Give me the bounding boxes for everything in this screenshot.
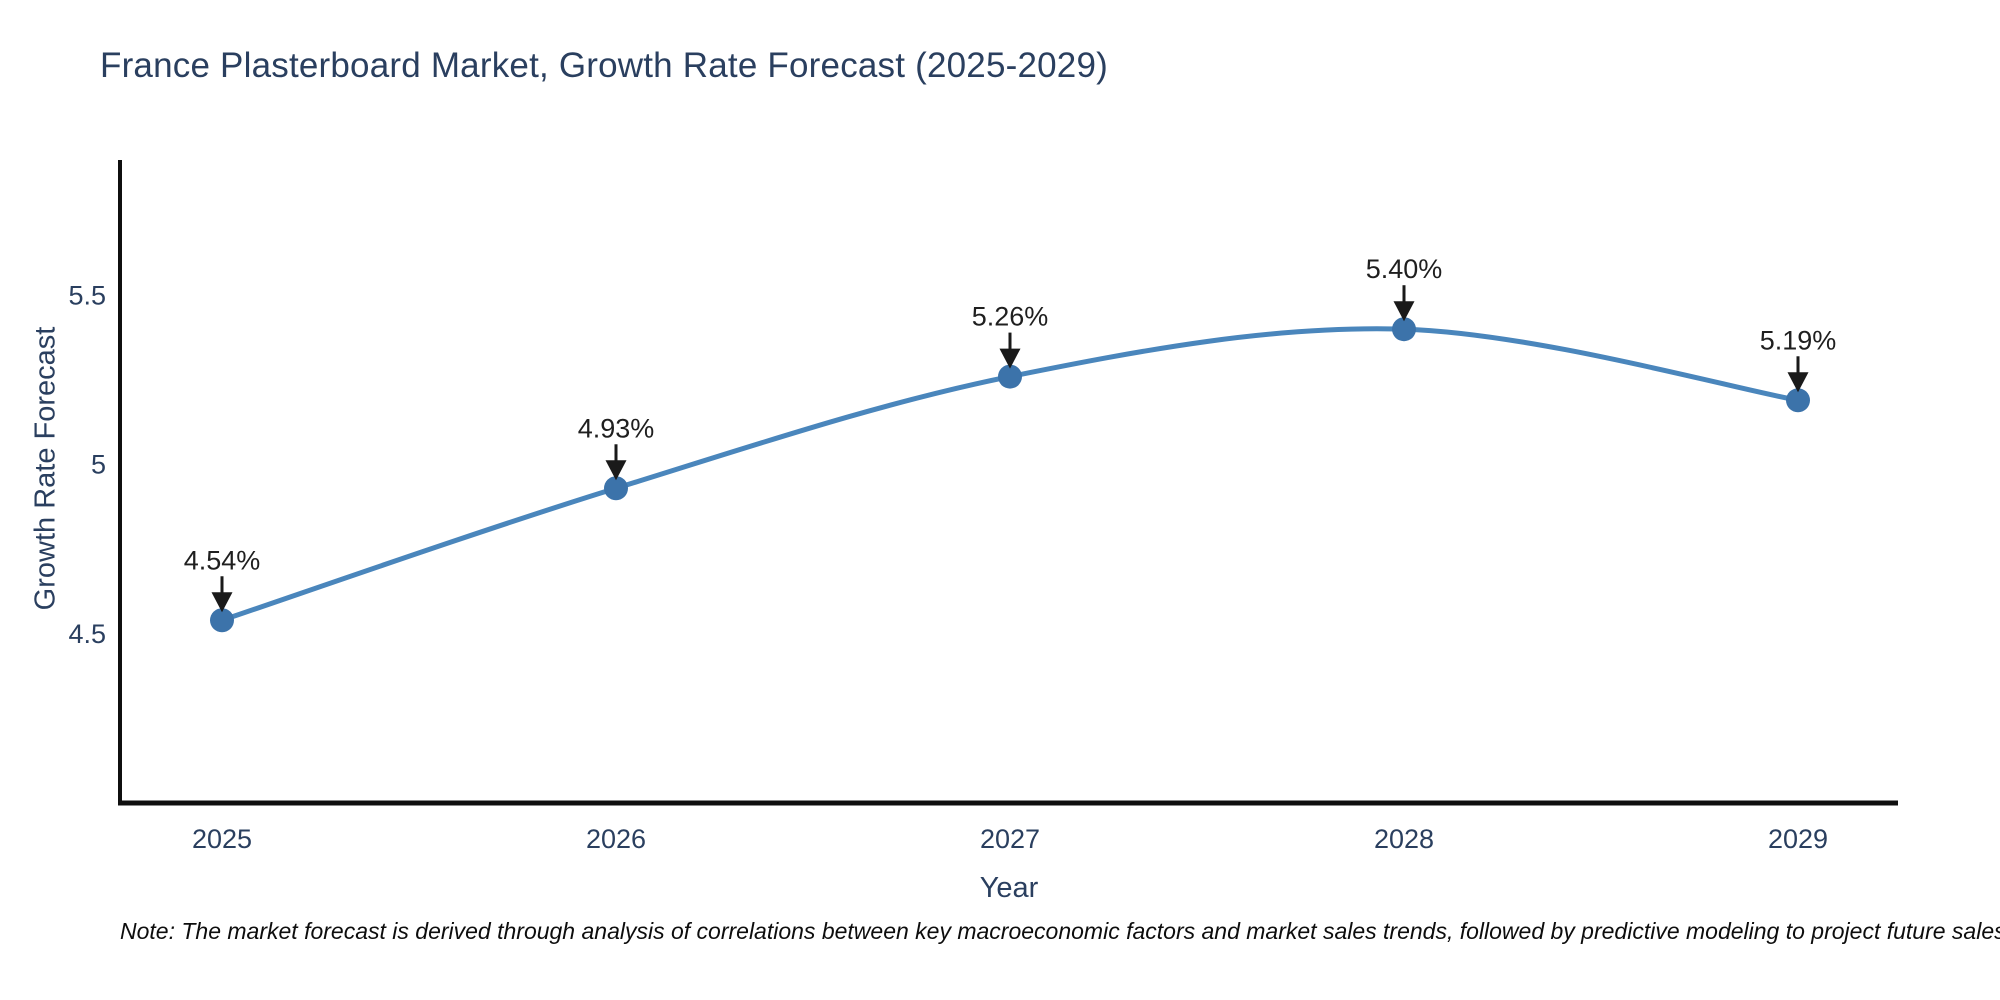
- data-point-label: 5.26%: [972, 302, 1049, 332]
- y-tick-label: 5: [91, 450, 106, 480]
- y-tick-label: 5.5: [68, 280, 106, 310]
- annotation-arrowhead-icon: [1787, 372, 1809, 393]
- x-tick-label: 2029: [1768, 824, 1828, 854]
- y-tick-label: 4.5: [68, 619, 106, 649]
- data-point-marker[interactable]: [998, 364, 1022, 389]
- annotation-arrowhead-icon: [1393, 301, 1415, 322]
- data-point-label: 5.19%: [1760, 325, 1837, 355]
- x-axis-title: Year: [979, 872, 1039, 904]
- data-point-label: 4.54%: [184, 545, 261, 575]
- annotation-arrowhead-icon: [605, 460, 627, 481]
- data-point-label: 4.93%: [578, 413, 655, 443]
- x-tick-label: 2025: [192, 824, 252, 854]
- data-point-marker[interactable]: [1392, 317, 1416, 342]
- x-tick-label: 2027: [980, 824, 1040, 854]
- data-point-marker[interactable]: [1786, 388, 1810, 413]
- data-point-marker[interactable]: [604, 476, 628, 501]
- footnote: Note: The market forecast is derived thr…: [120, 918, 2000, 944]
- data-point-marker[interactable]: [210, 608, 234, 633]
- data-point-label: 5.40%: [1366, 254, 1443, 284]
- x-tick-label: 2026: [586, 824, 646, 854]
- annotation-arrowhead-icon: [999, 348, 1021, 369]
- x-tick-label: 2028: [1374, 824, 1434, 854]
- chart-title: France Plasterboard Market, Growth Rate …: [100, 46, 1108, 85]
- annotation-arrowhead-icon: [211, 592, 233, 613]
